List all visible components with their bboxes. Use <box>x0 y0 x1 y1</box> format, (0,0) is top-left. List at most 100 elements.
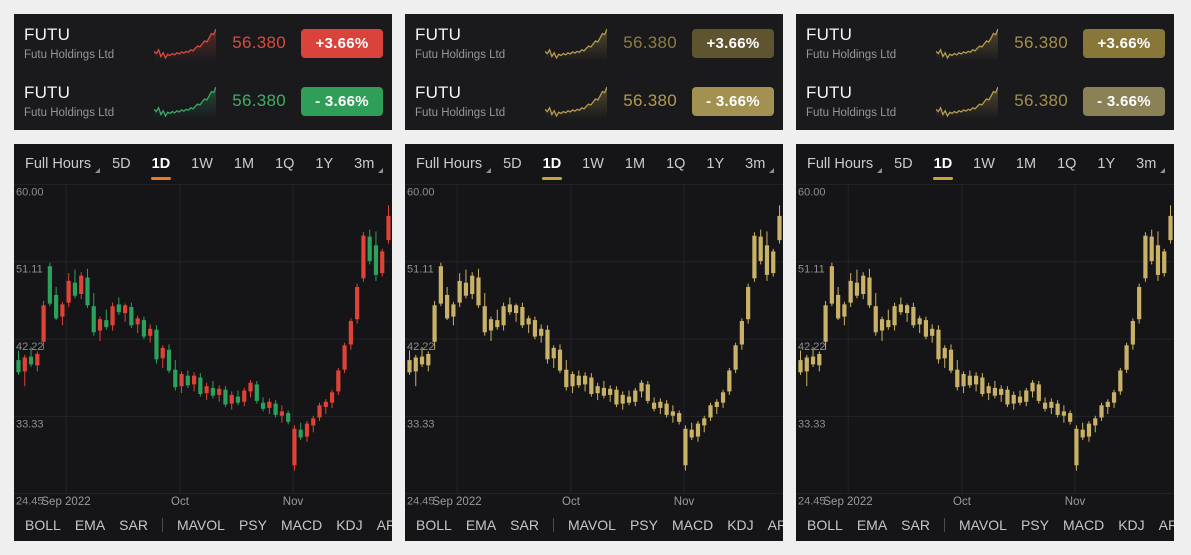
indicator-tab-arbr[interactable]: ARBR <box>767 517 783 533</box>
indicator-tab-arbr[interactable]: ARBR <box>376 517 392 533</box>
timeframe-tab-1d[interactable]: 1D <box>932 156 953 180</box>
change-percent-badge[interactable]: - 3.66% <box>692 86 774 116</box>
timeframe-tab-1w[interactable]: 1W <box>191 155 213 172</box>
y-axis-label: 51.11 <box>798 264 825 276</box>
watchlist-row[interactable]: FUTU Futu Holdings Ltd 56.380 +3.66% <box>405 14 783 72</box>
timeframe-tab-1q[interactable]: 1Q <box>666 155 686 172</box>
indicator-tab-ema[interactable]: EMA <box>465 517 497 533</box>
active-tab-underline <box>150 176 171 180</box>
x-axis-label: Sep 2022 <box>41 496 91 508</box>
timeframe-tab-3m[interactable]: 3m <box>354 156 384 173</box>
timeframe-tab-1w[interactable]: 1W <box>973 155 995 172</box>
timeframe-tab-3m[interactable]: 3m <box>1136 156 1166 173</box>
indicator-tab-kdj[interactable]: KDJ <box>336 517 363 533</box>
timeframe-tab-1w[interactable]: 1W <box>582 155 604 172</box>
change-percent-badge[interactable]: +3.66% <box>301 28 383 58</box>
indicator-tab-macd[interactable]: MACD <box>671 517 714 533</box>
watchlist-card: FUTU Futu Holdings Ltd 56.380 +3.66% FUT… <box>14 14 392 130</box>
company-name: Futu Holdings Ltd <box>415 107 506 119</box>
timeframe-tab-5d[interactable]: 5D <box>112 155 131 172</box>
last-price: 56.380 <box>1014 33 1068 52</box>
ticker-symbol: FUTU <box>24 25 71 44</box>
indicator-tab-mavol[interactable]: MAVOL <box>176 517 225 533</box>
timeframe-tab-1q[interactable]: 1Q <box>1057 155 1077 172</box>
timeframe-tab-5d[interactable]: 5D <box>503 155 522 172</box>
chart-card: Full Hours 5D 1D 1W 1M 1Q 1Y 3m 60.00 51.11 42.22… <box>796 144 1174 541</box>
indicator-tab-mavol[interactable]: MAVOL <box>567 517 616 533</box>
indicator-tab-boll[interactable]: BOLL <box>807 517 843 533</box>
indicator-tab-psy[interactable]: PSY <box>629 517 658 533</box>
sparkline-svg <box>935 28 999 61</box>
change-percent-badge[interactable]: +3.66% <box>692 28 774 58</box>
y-axis-label: 60.00 <box>407 186 435 198</box>
timeframe-tab-1q[interactable]: 1Q <box>275 155 295 172</box>
mini-sparkline <box>935 25 999 61</box>
watchlist-row[interactable]: FUTU Futu Holdings Ltd 56.380 - 3.66% <box>796 72 1174 130</box>
indicator-tab-mavol[interactable]: MAVOL <box>958 517 1007 533</box>
watchlist-row[interactable]: FUTU Futu Holdings Ltd 56.380 - 3.66% <box>14 72 392 130</box>
indicator-tab-sar[interactable]: SAR <box>119 517 148 533</box>
indicator-tab-kdj[interactable]: KDJ <box>1118 517 1145 533</box>
y-axis-label: 42.22 <box>407 341 435 353</box>
timeframe-tab-row: Full Hours 5D 1D 1W 1M 1Q 1Y 3m <box>14 144 392 183</box>
last-price: 56.380 <box>1014 91 1068 110</box>
timeframe-tab-1m[interactable]: 1M <box>233 155 255 172</box>
watchlist-row[interactable]: FUTU Futu Holdings Ltd 56.380 +3.66% <box>796 14 1174 72</box>
indicator-tab-boll[interactable]: BOLL <box>25 517 61 533</box>
y-axis-label: 60.00 <box>798 186 826 198</box>
timeframe-tab-full-hours[interactable]: Full Hours <box>25 156 101 173</box>
timeframe-tab-1y[interactable]: 1Y <box>706 155 725 172</box>
y-axis-label: 51.11 <box>16 264 43 276</box>
x-axis: Sep 2022 Oct Nov <box>405 496 783 510</box>
dropdown-corner-icon <box>378 167 384 173</box>
timeframe-tab-full-hours[interactable]: Full Hours <box>416 156 492 173</box>
indicator-tab-boll[interactable]: BOLL <box>416 517 452 533</box>
mini-sparkline <box>153 25 217 61</box>
x-axis-label: Nov <box>673 496 695 508</box>
indicator-tab-arbr[interactable]: ARBR <box>1158 517 1174 533</box>
sparkline-svg <box>153 86 217 119</box>
x-axis: Sep 2022 Oct Nov <box>796 496 1174 510</box>
timeframe-tab-5d[interactable]: 5D <box>894 155 913 172</box>
active-tab-underline <box>932 176 953 180</box>
indicator-tab-row: BOLLEMASARMAVOLPSYMACDKDJARBRC <box>14 512 392 538</box>
indicator-tab-kdj[interactable]: KDJ <box>727 517 754 533</box>
timeframe-tab-1y[interactable]: 1Y <box>1097 155 1116 172</box>
y-axis-label: 24.45 <box>407 496 435 508</box>
timeframe-tab-1d[interactable]: 1D <box>541 156 562 180</box>
watchlist-row[interactable]: FUTU Futu Holdings Ltd 56.380 - 3.66% <box>405 72 783 130</box>
change-percent-badge[interactable]: - 3.66% <box>301 86 383 116</box>
timeframe-tab-1y[interactable]: 1Y <box>315 155 334 172</box>
indicator-tab-macd[interactable]: MACD <box>1062 517 1105 533</box>
y-axis-label: 33.33 <box>16 418 44 430</box>
ticker-symbol: FUTU <box>806 83 853 102</box>
ticker-symbol: FUTU <box>806 25 853 44</box>
candlestick-chart[interactable]: 60.00 51.11 42.22 33.33 24.45 <box>405 184 783 508</box>
candlestick-chart[interactable]: 60.00 51.11 42.22 33.33 24.45 <box>796 184 1174 508</box>
indicator-tab-ema[interactable]: EMA <box>856 517 888 533</box>
dropdown-corner-icon <box>1160 167 1166 173</box>
indicator-tab-ema[interactable]: EMA <box>74 517 106 533</box>
x-axis-label: Sep 2022 <box>823 496 873 508</box>
timeframe-tab-3m[interactable]: 3m <box>745 156 775 173</box>
indicator-tab-row: BOLLEMASARMAVOLPSYMACDKDJARBRC <box>405 512 783 538</box>
indicator-tab-psy[interactable]: PSY <box>238 517 267 533</box>
change-percent-badge[interactable]: +3.66% <box>1083 28 1165 58</box>
x-axis-label: Nov <box>282 496 304 508</box>
indicator-tab-sar[interactable]: SAR <box>901 517 930 533</box>
timeframe-tab-1d[interactable]: 1D <box>150 156 171 180</box>
watchlist-row[interactable]: FUTU Futu Holdings Ltd 56.380 +3.66% <box>14 14 392 72</box>
indicator-divider <box>552 518 554 532</box>
indicator-tab-macd[interactable]: MACD <box>280 517 323 533</box>
change-percent-badge[interactable]: - 3.66% <box>1083 86 1165 116</box>
y-axis-label: 51.11 <box>407 264 434 276</box>
timeframe-tab-full-hours[interactable]: Full Hours <box>807 156 883 173</box>
timeframe-tab-1m[interactable]: 1M <box>624 155 646 172</box>
company-name: Futu Holdings Ltd <box>806 107 897 119</box>
timeframe-tab-1m[interactable]: 1M <box>1015 155 1037 172</box>
candlestick-chart[interactable]: 60.00 51.11 42.22 33.33 24.45 <box>14 184 392 508</box>
x-axis-label: Nov <box>1064 496 1086 508</box>
indicator-tab-psy[interactable]: PSY <box>1020 517 1049 533</box>
sparkline-svg <box>153 28 217 61</box>
indicator-tab-sar[interactable]: SAR <box>510 517 539 533</box>
